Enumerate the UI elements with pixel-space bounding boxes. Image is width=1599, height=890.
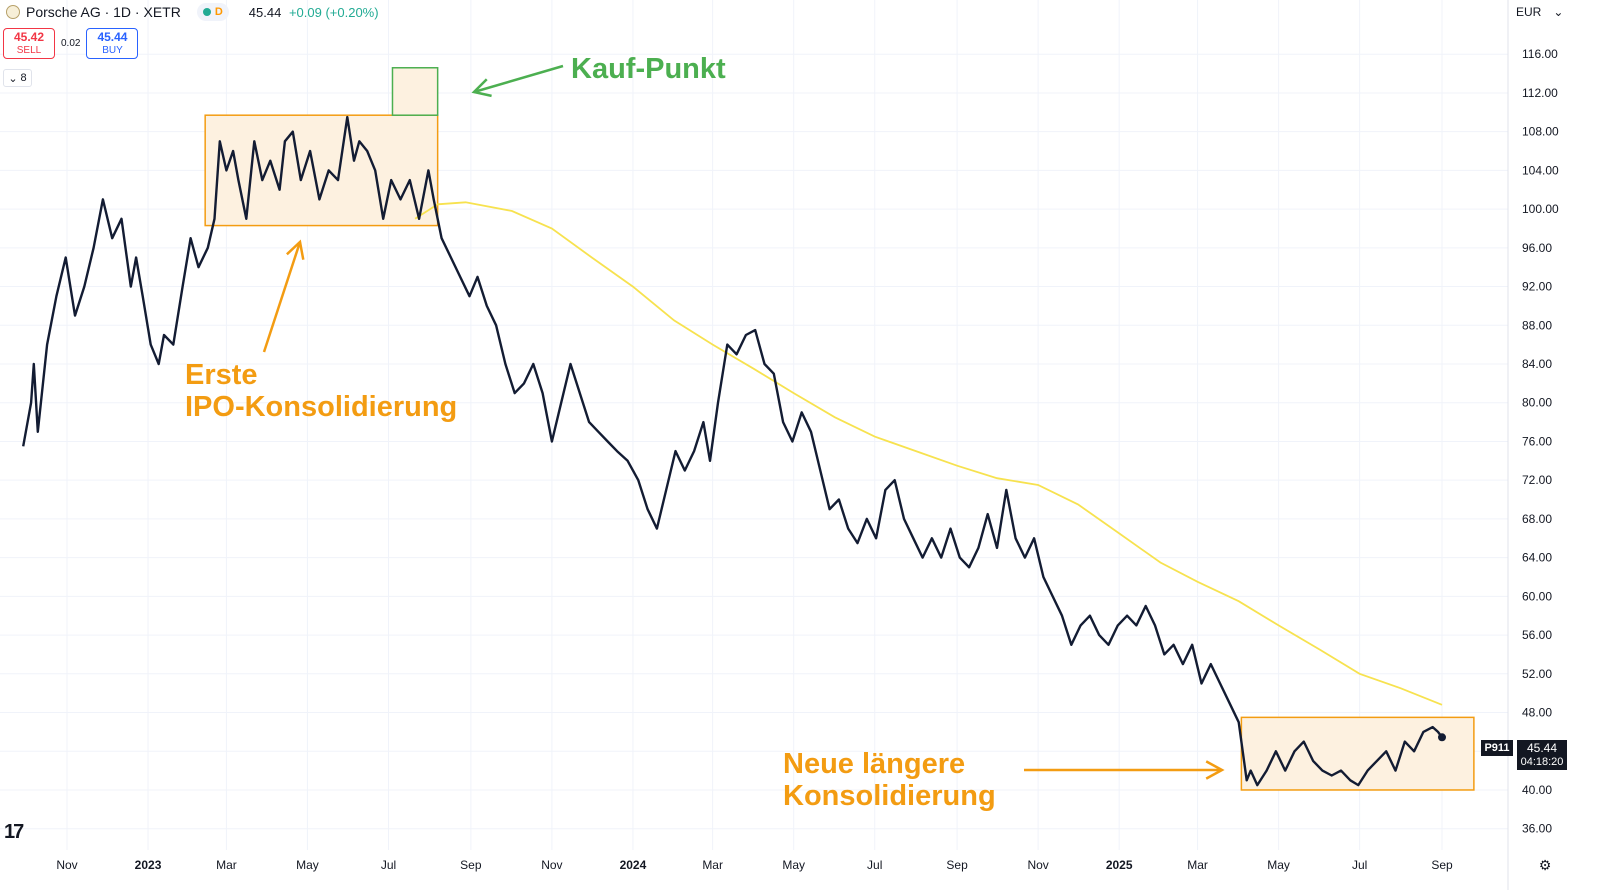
x-axis: Nov 2023 Mar May Jul Sep Nov 2024 Mar May Jul Sep No… xyxy=(56,858,1453,872)
x-tick-label: Sep xyxy=(460,858,482,872)
buy-price: 45.44 xyxy=(97,29,128,44)
spread-value: 0.02 xyxy=(61,38,81,49)
ticker-tag: P911 xyxy=(1481,740,1513,756)
y-tick-label: 88.00 xyxy=(1522,318,1552,332)
currency-selector[interactable]: EUR ⌄ xyxy=(1516,3,1576,21)
current-price-tag: 45.44 04:18:20 xyxy=(1517,740,1567,770)
price-change: +0.09 (+0.20%) xyxy=(288,4,379,20)
first-consolidation-label-line2: IPO-Konsolidierung xyxy=(185,391,457,423)
first-consolidation-box xyxy=(204,114,439,227)
x-tick-label: Nov xyxy=(56,858,77,872)
y-tick-label: 116.00 xyxy=(1522,47,1558,61)
buy-point-label: Kauf-Punkt xyxy=(571,53,726,85)
moving-average-line xyxy=(414,201,1443,706)
x-tick-label: 2024 xyxy=(620,858,647,872)
x-tick-label: Mar xyxy=(702,858,723,872)
last-price: 45.44 xyxy=(248,4,282,20)
grid-lines xyxy=(0,0,1509,890)
x-tick-label: Nov xyxy=(541,858,562,872)
buy-point-arrow xyxy=(471,64,564,98)
y-tick-label: 112.00 xyxy=(1522,86,1558,100)
first-consolidation-label-line1: Erste xyxy=(185,359,258,391)
bar-countdown: 04:18:20 xyxy=(1520,756,1564,768)
y-tick-label: 40.00 xyxy=(1522,783,1552,797)
y-tick-label: 56.00 xyxy=(1522,628,1552,642)
y-tick-label: 72.00 xyxy=(1522,473,1552,487)
x-tick-label: Jul xyxy=(867,858,882,872)
first-consolidation-arrow xyxy=(262,239,305,353)
x-tick-label: Sep xyxy=(946,858,968,872)
x-tick-label: Sep xyxy=(1431,858,1453,872)
sell-price: 45.42 xyxy=(13,29,45,44)
x-tick-label: Jul xyxy=(1352,858,1367,872)
gear-icon[interactable]: ⚙ xyxy=(1538,857,1552,873)
sell-button[interactable]: 45.42 SELL xyxy=(3,28,55,59)
market-status[interactable]: D xyxy=(196,3,229,21)
x-tick-label: Mar xyxy=(1187,858,1208,872)
consolidation-boxes xyxy=(204,67,1475,791)
buy-point-box xyxy=(391,67,439,116)
x-tick-label: May xyxy=(1267,858,1290,872)
y-tick-label: 96.00 xyxy=(1522,241,1552,255)
y-tick-label: 60.00 xyxy=(1522,589,1552,603)
x-tick-label: Nov xyxy=(1027,858,1048,872)
price-line xyxy=(22,115,1443,787)
y-tick-label: 92.00 xyxy=(1522,280,1552,294)
x-tick-label: May xyxy=(296,858,319,872)
current-price: 45.44 xyxy=(1526,741,1558,755)
currency-label: EUR xyxy=(1516,5,1542,19)
last-price-point xyxy=(1438,733,1446,742)
y-tick-label: 48.00 xyxy=(1522,706,1552,720)
y-tick-label: 68.00 xyxy=(1522,512,1552,526)
y-tick-label: 52.00 xyxy=(1522,667,1552,681)
indicators-count: 8 xyxy=(20,72,27,84)
sell-label: SELL xyxy=(16,44,42,56)
indicators-toggle-button[interactable]: ⌄ 8 xyxy=(3,69,32,87)
y-axis: 36.0040.0044.0048.0052.0056.0060.0064.00… xyxy=(1522,47,1559,835)
y-tick-label: 80.00 xyxy=(1522,396,1552,410)
symbol-header: Porsche AG · 1D · XETR D 45.44 +0.09 (+0… xyxy=(0,0,1539,24)
series-lines xyxy=(22,115,1446,787)
x-tick-label: Jul xyxy=(381,858,396,872)
symbol-title[interactable]: Porsche AG · 1D · XETR xyxy=(26,4,181,20)
x-tick-label: May xyxy=(782,858,805,872)
x-tick-label: 2025 xyxy=(1106,858,1133,872)
porsche-logo-icon xyxy=(6,5,20,19)
chevron-down-icon: ⌄ xyxy=(1553,5,1564,19)
buy-label: BUY xyxy=(102,44,123,56)
trade-panel: 45.42 SELL 0.02 45.44 BUY xyxy=(3,28,139,59)
market-open-icon xyxy=(202,8,211,16)
x-tick-label: 2023 xyxy=(135,858,162,872)
y-tick-label: 76.00 xyxy=(1522,434,1552,448)
new-consolidation-arrow xyxy=(1024,760,1225,780)
x-tick-label: Mar xyxy=(216,858,237,872)
new-consolidation-label-line1: Neue längere xyxy=(783,748,965,780)
quote-values: 45.44 +0.09 (+0.20%) xyxy=(249,5,379,20)
session-badge: D xyxy=(214,6,223,18)
y-tick-label: 84.00 xyxy=(1522,357,1552,371)
y-tick-label: 36.00 xyxy=(1522,822,1552,836)
y-tick-label: 108.00 xyxy=(1522,125,1559,139)
new-consolidation-label-line2: Konsolidierung xyxy=(783,780,996,812)
y-tick-label: 64.00 xyxy=(1522,551,1552,565)
y-tick-label: 104.00 xyxy=(1522,163,1559,177)
annotation-arrows xyxy=(262,64,1225,780)
y-tick-label: 100.00 xyxy=(1522,202,1559,216)
tradingview-logo-icon[interactable]: 17 xyxy=(4,821,24,843)
chevron-down-icon: ⌄ xyxy=(8,72,18,85)
buy-button[interactable]: 45.44 BUY xyxy=(86,28,139,59)
